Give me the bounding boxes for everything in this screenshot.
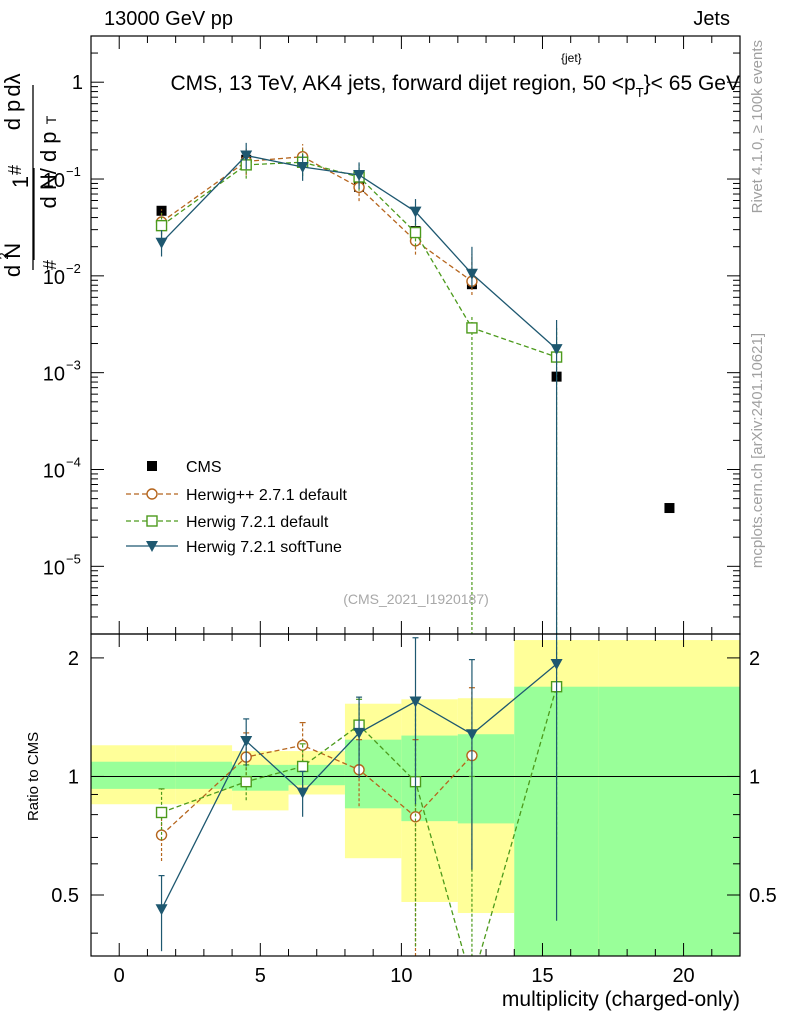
x-tick-label: 15 [531,965,553,987]
x-tick-label: 0 [114,965,125,987]
y-tick-label-exponent: −3 [66,358,81,373]
ratio-series [155,634,563,956]
upper-point-herwig-7-2-1-softtune [465,268,478,280]
analysis-watermark: (CMS_2021_I1920187) [343,591,489,607]
upper-point-herwig-7-2-1-softtune [240,150,253,162]
band-inner-1 [175,761,233,789]
upper-point-herwig-7-2-1-softtune [353,170,366,182]
plot-frames [90,35,741,957]
ratio-point [550,658,563,670]
y-label-part: d N/ d p [36,131,61,208]
y-tick-label: 1 [72,72,83,94]
y-tick-label-exponent: −2 [66,261,81,276]
legend-marker-cms [147,461,157,471]
y-tick-label-base: 10 [43,364,65,386]
ratio-line-herwig-2-7-1-default [161,744,473,836]
y-tick-label-base: 10 [43,557,65,579]
y-label-part: d p [0,100,25,131]
upper-y-axis-label: 1d N/ d p # T # d N d p dλ 2 [0,73,61,277]
y-label-part: # [40,260,60,270]
upper-point-herwig-7-2-1-softtune [155,237,168,249]
ratio-point [296,760,309,773]
band-inner-0 [91,761,176,789]
y-tick-label-exponent: −5 [66,551,81,566]
x-tick-label: 10 [390,965,412,987]
ratio-point [409,811,422,823]
legend: CMS Herwig++ 2.7.1 default Herwig 7.2.1 de… [126,459,348,556]
band-inner-4 [344,739,402,809]
legend-label-cms: CMS [186,459,222,476]
band-inner-6 [457,734,515,824]
upper-point-herwig-7-2-1-default [409,226,422,239]
ratio-point [353,727,366,739]
upper-point-cms [664,503,675,514]
legend-label-herwig-7-2-1-default: Herwig 7.2.1 default [186,514,329,531]
header-right: Jets [693,8,730,30]
ratio-point [409,696,422,708]
y-label-part: d N [0,243,25,277]
upper-point-herwig-7-2-1-softtune [409,206,422,218]
upper-point-herwig-7-2-1-default [466,322,478,334]
x-tick-label: 20 [672,965,694,987]
ratio-point [155,829,168,841]
ratio-y-tick-label: 1 [68,766,79,788]
title-superscript: {jet} [561,51,582,65]
spectrum-series [155,142,675,634]
upper-point-herwig-7-2-1-softtune [296,162,309,174]
chart-title: CMS, 13 TeV, AK4 jets, forward dijet reg… [171,72,740,100]
x-tick-label: 5 [255,965,266,987]
ratio-y-tick-label-right: 1 [749,766,760,788]
legend-marker-herwig-7-2-1-softtune [146,541,158,552]
ratio-point [155,806,168,819]
x-axis-label: multiplicity (charged-only) [502,988,740,1011]
upper-line-herwig-2-7-1-default [161,156,473,282]
upper-point-herwig-7-2-1-default [155,219,168,232]
mcplots-source-text: mcplots.cern.ch [arXiv:2401.10621] [749,333,766,568]
y-label-part: 1 [8,176,33,188]
rivet-version-text: Rivet 4.1.0, ≥ 100k events [749,40,766,213]
y-label-part: dλ [0,73,25,96]
y-tick-label-base: 10 [43,460,65,482]
ratio-point [240,736,253,748]
ratio-point [240,775,252,788]
legend-label-herwig-7-2-1-softtune: Herwig 7.2.1 softTune [186,539,342,556]
ratio-point [155,904,168,916]
legend-label-herwig-2-7-1-default: Herwig++ 2.7.1 default [186,487,348,504]
upper-point-herwig-7-2-1-softtune [550,344,563,356]
ratio-point [296,787,309,799]
ratio-y-tick-label-right: 2 [749,648,760,670]
ratio-point [465,729,478,741]
y-tick-label-base: 10 [43,170,65,192]
ratio-y-axis-label: Ratio to CMS [25,732,42,821]
lower-frame [90,633,741,957]
band-inner-8 [598,686,740,956]
y-label-part: 2 [0,252,11,259]
y-tick-label-base: 10 [43,267,65,289]
y-label-part: T [43,115,59,124]
legend-marker-herwig-7-2-1-default [146,515,158,527]
y-label-part: # [5,165,25,175]
legend-marker-herwig-2-7-1-default [146,488,158,500]
ratio-y-tick-label: 0.5 [51,885,79,907]
ratio-y-tick-label-right: 0.5 [749,885,777,907]
axis-ticks [90,35,741,956]
y-tick-label-exponent: −1 [66,164,81,179]
ratio-y-tick-label: 2 [68,648,79,670]
header-left: 13000 GeV pp [104,8,233,30]
y-tick-label-exponent: −4 [66,454,81,469]
